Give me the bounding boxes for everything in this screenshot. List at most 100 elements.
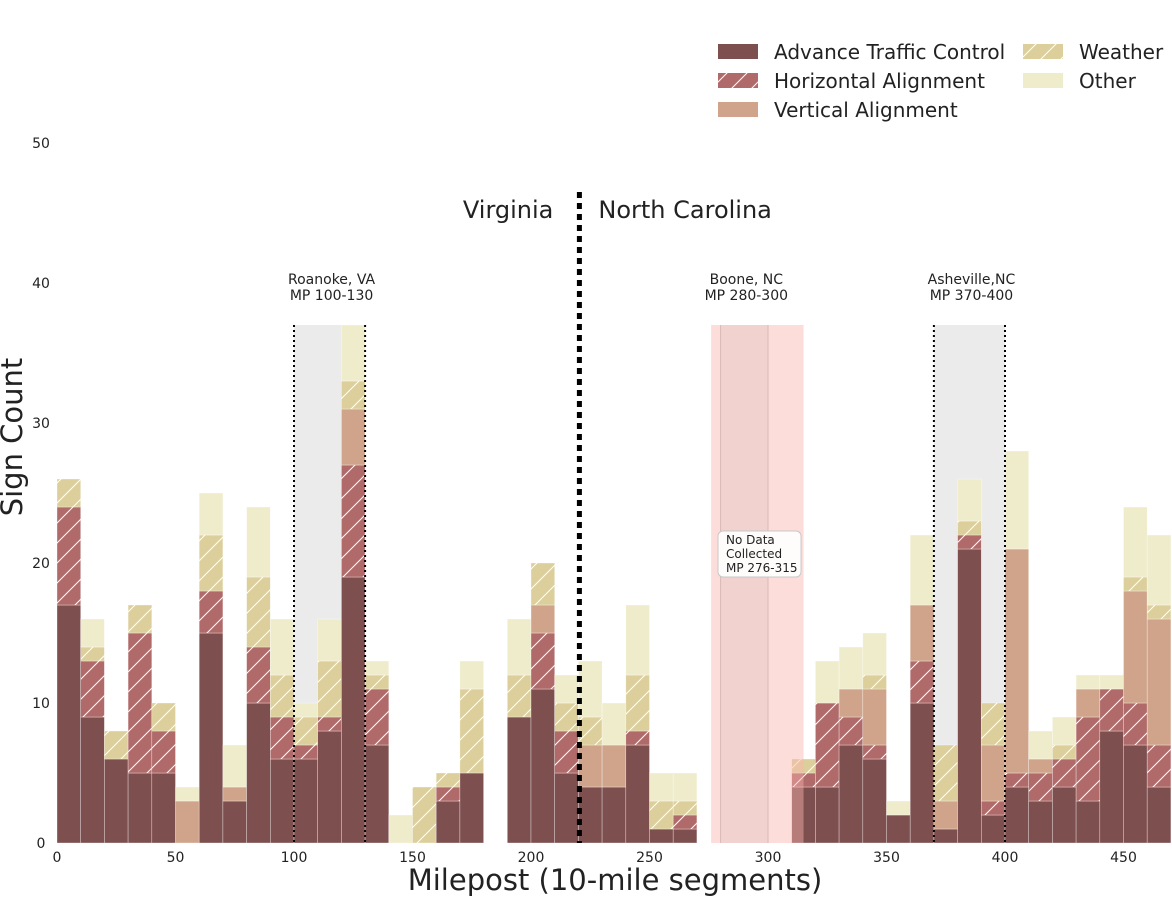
bar-segment (435, 800, 461, 844)
bar-segment (625, 604, 650, 676)
bar-hatch (128, 633, 152, 773)
bar-hatch (1123, 577, 1148, 591)
bar-segment (554, 772, 579, 844)
bar-hatch (1028, 773, 1053, 801)
x-tick-label: 300 (755, 850, 782, 866)
bar-segment (1123, 590, 1148, 704)
x-tick-label: 100 (281, 850, 308, 866)
stacked-bars (56, 324, 1172, 844)
bar-hatch (1123, 703, 1148, 745)
bar-segment (625, 744, 650, 844)
bar-segment (198, 492, 224, 536)
bar-segment (578, 744, 603, 788)
bar-segment (175, 800, 200, 844)
bar-segment (388, 814, 413, 844)
bar-hatch (957, 521, 982, 535)
bar-hatch (957, 535, 982, 549)
bar-segment (980, 814, 1006, 844)
bar-segment (909, 702, 935, 844)
bar-segment (222, 744, 247, 788)
bar-hatch (981, 801, 1005, 815)
y-tick-label: 40 (32, 276, 50, 292)
region-label-milepost: MP 370-400 (930, 288, 1013, 304)
bar-segment (1146, 618, 1172, 746)
legend-swatch-hatch (718, 73, 758, 88)
bar-segment (957, 548, 982, 844)
bar-segment (1099, 674, 1124, 690)
bar-segment (578, 786, 603, 844)
bar-hatch (531, 633, 555, 689)
bar-segment (341, 576, 366, 844)
bar-segment (1075, 800, 1101, 844)
bar-segment (459, 772, 484, 844)
bar-hatch (862, 675, 887, 689)
bar-hatch (80, 647, 105, 661)
bar-hatch (199, 591, 223, 633)
region-label-name: Boone, NC (710, 272, 784, 288)
bar-segment (104, 758, 129, 844)
bar-hatch (436, 787, 460, 801)
bar-segment (1004, 548, 1030, 774)
no-data-note-box (717, 530, 802, 578)
bar-hatch (815, 703, 840, 787)
bar-hatch (791, 773, 816, 787)
bar-segment (151, 772, 176, 844)
bar-hatch (341, 465, 366, 577)
bar-segment (672, 772, 698, 802)
bar-segment (601, 786, 627, 844)
bar-hatch (317, 717, 342, 731)
bar-segment (909, 534, 935, 606)
bar-hatch (1052, 745, 1077, 759)
bar-segment (601, 744, 627, 788)
bar-hatch (270, 717, 294, 759)
bar-segment (293, 702, 319, 718)
legend-label: Vertical Alignment (774, 98, 958, 122)
x-tick-label: 200 (518, 850, 545, 866)
bar-segment (957, 478, 982, 522)
bar-hatch (531, 563, 555, 605)
y-tick-label: 0 (37, 836, 46, 852)
region-overlays (293, 325, 1006, 843)
bar-segment (530, 604, 556, 634)
bar-segment (530, 688, 556, 844)
bar-segment (1075, 688, 1101, 718)
bar-segment (838, 744, 864, 844)
y-tick-label: 20 (32, 556, 50, 572)
legend-label: Advance Traffic Control (774, 40, 1005, 64)
bar-segment (317, 730, 342, 844)
bar-hatch (365, 675, 389, 689)
x-tick-label: 50 (167, 850, 185, 866)
bar-segment (341, 408, 366, 466)
bar-hatch (673, 801, 697, 815)
bar-segment (56, 604, 82, 844)
bar-segment (364, 660, 390, 676)
bar-hatch (1052, 759, 1077, 787)
bar-segment (1099, 730, 1124, 844)
bar-hatch (459, 689, 484, 773)
bar-hatch (625, 675, 650, 731)
x-tick-label: 400 (992, 850, 1019, 866)
bar-segment (862, 632, 887, 676)
state-label-left: Virginia (463, 196, 554, 224)
bar-segment (886, 814, 911, 844)
legend-swatch-hatch (1023, 44, 1063, 59)
bar-segment (1028, 800, 1053, 844)
bar-segment (578, 660, 603, 718)
bar-hatch (578, 717, 603, 745)
bar-hatch (507, 675, 531, 717)
bar-segment (1146, 786, 1172, 844)
x-axis-title: Milepost (10-mile segments) (408, 863, 823, 897)
bar-hatch (673, 815, 697, 829)
bar-segment (269, 618, 295, 676)
bar-hatch (436, 773, 460, 787)
legend-label: Weather (1079, 40, 1164, 64)
bar-segment (1123, 744, 1148, 844)
bar-hatch (57, 507, 81, 605)
bar-hatch (791, 759, 816, 773)
bar-hatch (981, 703, 1005, 745)
bar-segment (815, 660, 840, 704)
bar-segment (269, 758, 295, 844)
bar-hatch (294, 745, 318, 759)
bar-segment (601, 702, 627, 746)
bar-segment (1146, 534, 1172, 606)
